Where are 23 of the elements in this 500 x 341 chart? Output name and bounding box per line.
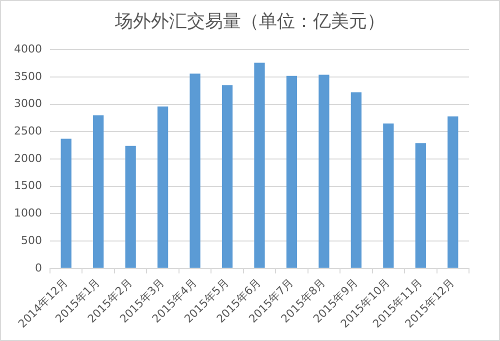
- bar: [350, 92, 362, 268]
- bar: [383, 123, 394, 268]
- bar: [415, 143, 426, 268]
- y-tick-label: 4000: [14, 42, 42, 56]
- y-tick-label: 3000: [14, 97, 42, 110]
- bar: [157, 106, 168, 268]
- bar: [318, 74, 330, 268]
- bar: [125, 146, 136, 268]
- y-tick-label: 500: [20, 234, 42, 247]
- bar: [60, 138, 72, 268]
- bar: [222, 85, 233, 268]
- bar: [286, 76, 298, 268]
- chart-title: 场外外汇交易量（单位：亿美元）: [114, 10, 386, 33]
- bar: [190, 74, 200, 268]
- y-tick-label: 1000: [14, 206, 42, 220]
- y-tick-label: 1500: [14, 179, 42, 192]
- bar: [448, 116, 458, 268]
- y-tick-label: 0: [34, 261, 42, 274]
- y-tick-label: 2500: [14, 124, 42, 138]
- y-tick-label: 2000: [14, 152, 42, 165]
- bar: [254, 62, 265, 268]
- y-tick-label: 3500: [14, 70, 42, 83]
- bar: [93, 115, 104, 268]
